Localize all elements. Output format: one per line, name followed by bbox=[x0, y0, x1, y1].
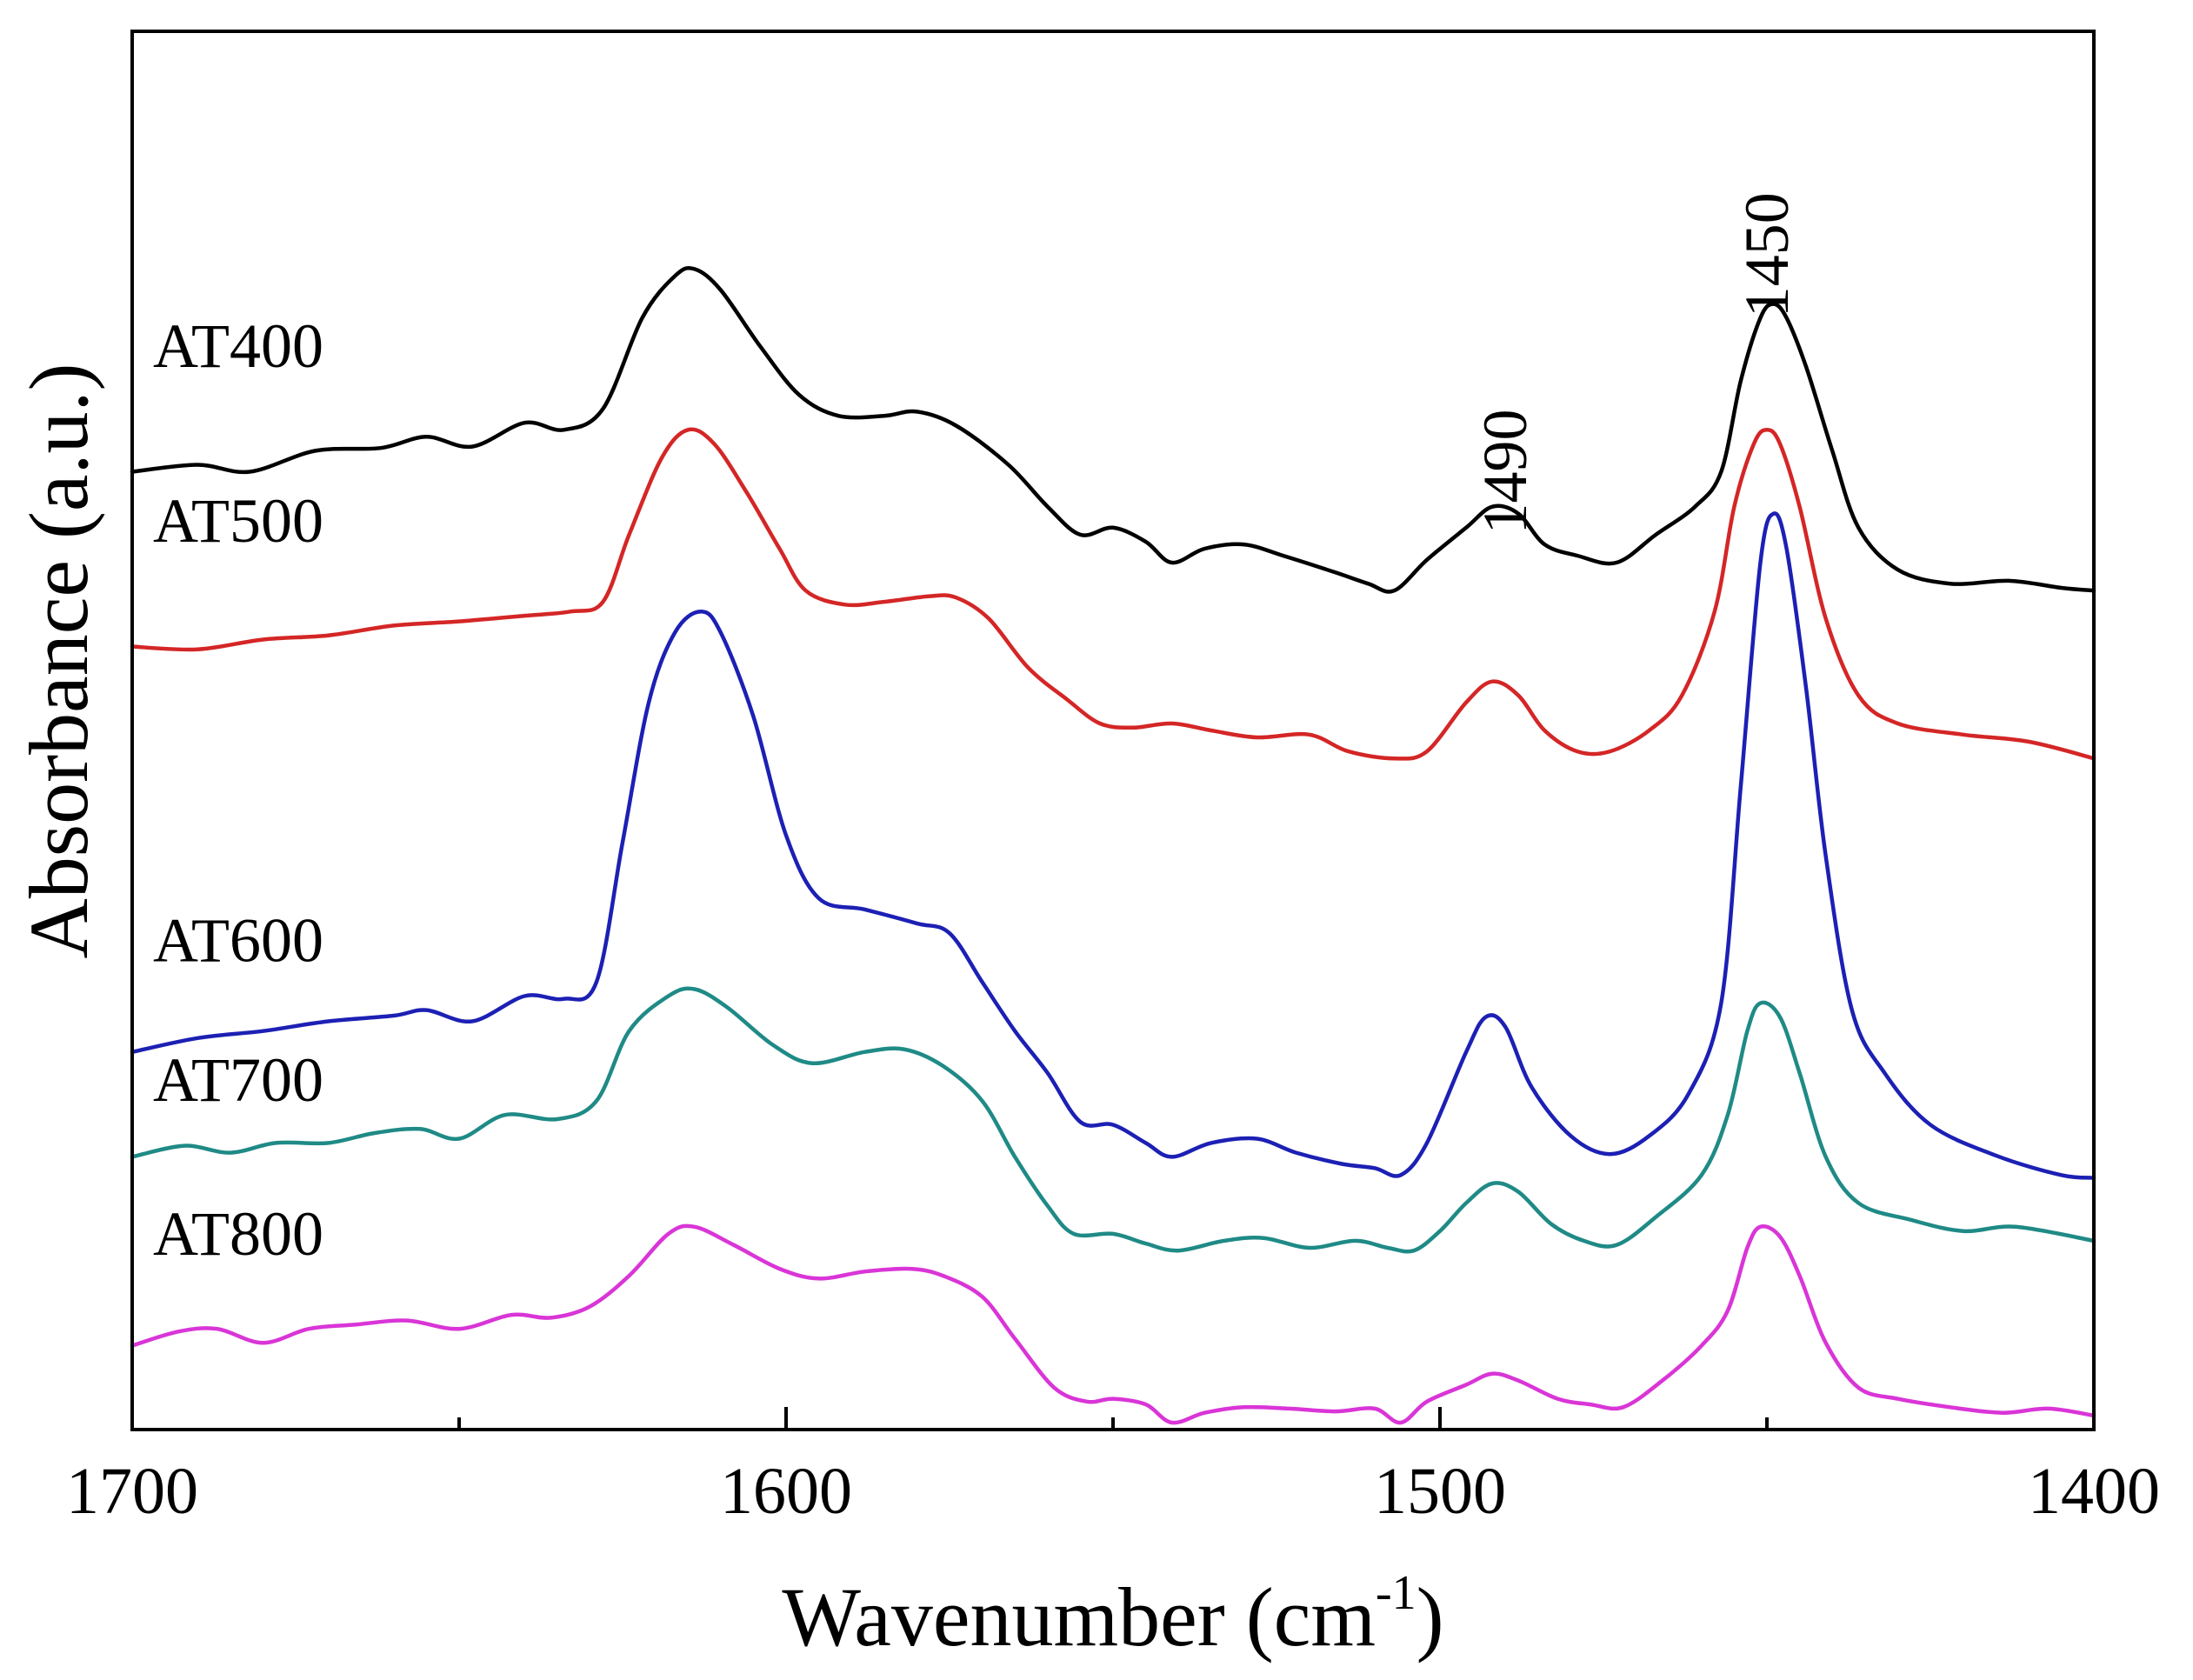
x-axis-title-close: ) bbox=[1416, 1570, 1444, 1663]
x-tick-label-1500: 1500 bbox=[1374, 1455, 1506, 1528]
series-label-at400: AT400 bbox=[153, 311, 323, 381]
series-label-at700: AT700 bbox=[153, 1045, 323, 1115]
x-axis-title-main: Wavenumber (cm bbox=[782, 1570, 1376, 1663]
series-layer bbox=[130, 265, 2096, 1425]
series-label-at500: AT500 bbox=[153, 486, 323, 556]
annotation-1450: 1450 bbox=[1732, 192, 1802, 317]
series-line-at700 bbox=[130, 986, 2096, 1254]
series-label-at800: AT800 bbox=[153, 1199, 323, 1269]
series-line-at800 bbox=[130, 1223, 2096, 1425]
x-tick-label-1700: 1700 bbox=[66, 1455, 198, 1528]
x-ticks: 1700 1600 1500 1400 bbox=[66, 1407, 2160, 1528]
x-axis-title-sup: -1 bbox=[1376, 1566, 1416, 1620]
series-labels: AT400 AT500 AT600 AT700 AT800 bbox=[153, 311, 323, 1269]
annotation-1490: 1490 bbox=[1470, 410, 1540, 535]
x-axis-title: Wavenumber (cm-1) bbox=[782, 1566, 1443, 1663]
series-label-at600: AT600 bbox=[153, 905, 323, 975]
x-tick-label-1600: 1600 bbox=[720, 1455, 852, 1528]
peak-annotations: 1490 1450 bbox=[1470, 192, 1802, 534]
series-line-at500 bbox=[130, 427, 2096, 761]
x-tick-label-1400: 1400 bbox=[2028, 1455, 2160, 1528]
series-line-at400 bbox=[130, 265, 2096, 594]
y-axis-title: Absorbance (a.u.) bbox=[12, 363, 105, 958]
series-line-at600 bbox=[130, 511, 2096, 1180]
